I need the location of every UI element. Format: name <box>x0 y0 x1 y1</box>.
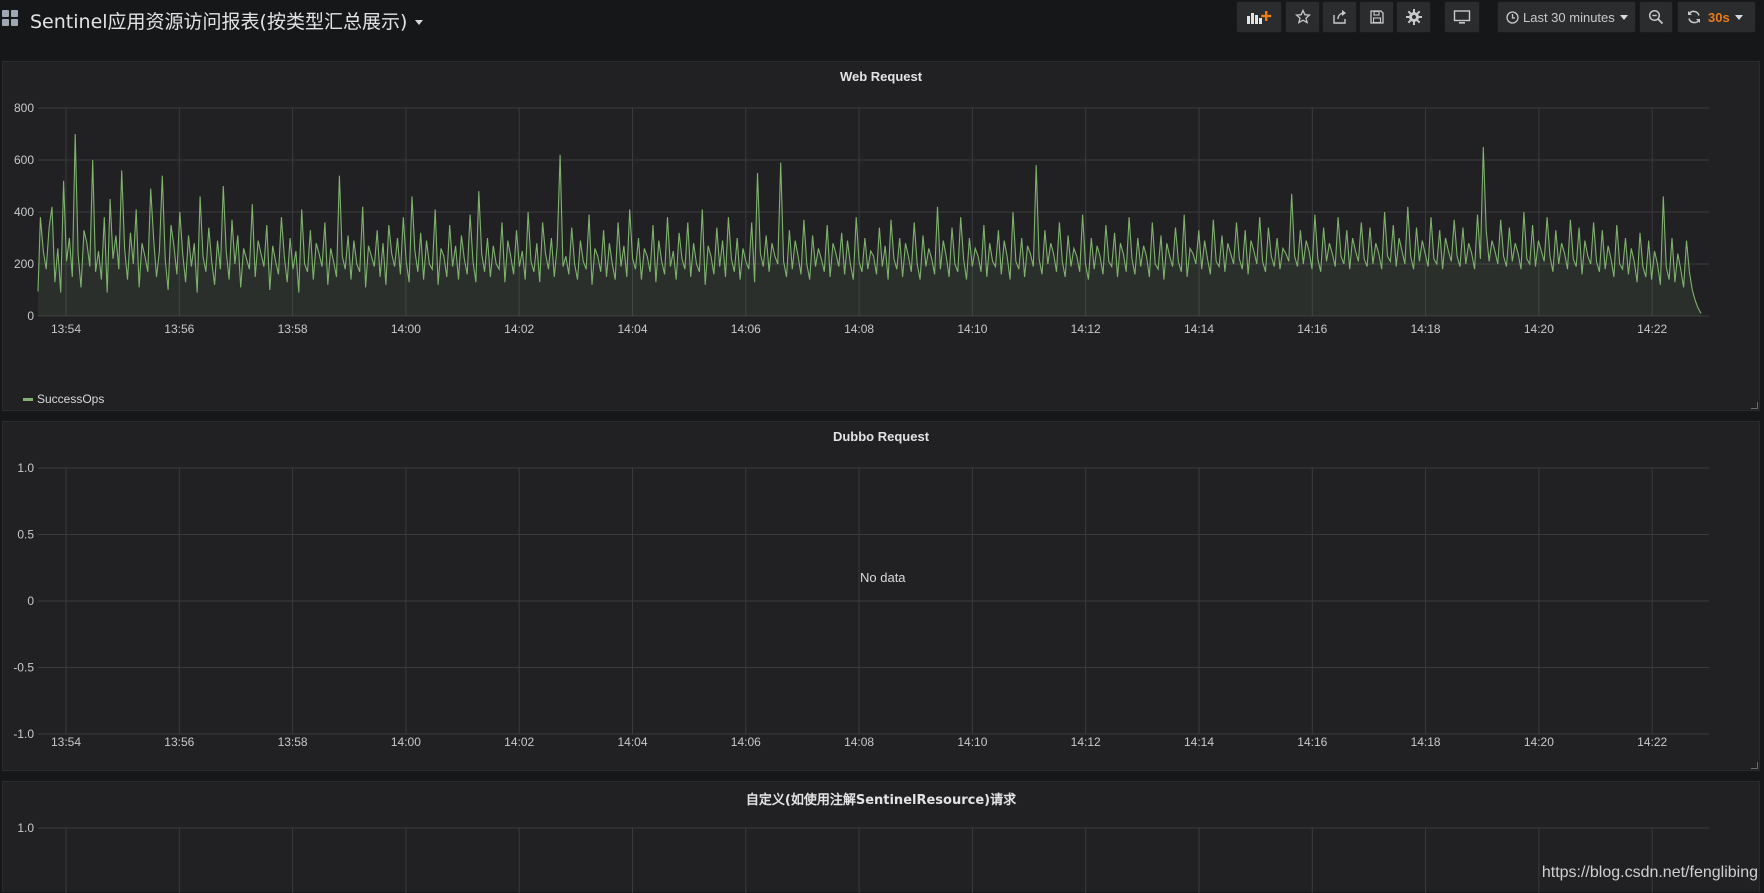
no-data-message: No data <box>860 570 906 585</box>
x-tick-label: 13:54 <box>51 322 81 336</box>
chevron-down-icon <box>1619 14 1628 20</box>
time-range-picker[interactable]: Last 30 minutes <box>1497 1 1636 33</box>
add-panel-button[interactable] <box>1236 1 1282 33</box>
star-icon <box>1294 9 1311 24</box>
watermark-text: https://blog.csdn.net/fenglibing <box>1541 864 1758 881</box>
y-tick-label: 400 <box>14 205 34 219</box>
zoom-out-icon <box>1648 9 1664 25</box>
x-tick-label: 14:12 <box>1071 322 1101 336</box>
panel-resize-handle[interactable] <box>1751 402 1758 409</box>
y-tick-label: 0.5 <box>17 528 34 542</box>
share-button[interactable] <box>1322 1 1357 33</box>
custom-request-panel: 自定义(如使用注解SentinelResource)请求 1.0 <box>2 781 1760 893</box>
x-tick-label: 14:02 <box>504 322 534 336</box>
x-tick-label: 14:02 <box>504 735 534 749</box>
y-tick-label: 800 <box>14 101 34 115</box>
refresh-icon <box>1688 10 1700 24</box>
x-tick-label: 14:16 <box>1297 735 1327 749</box>
x-tick-label: 14:14 <box>1184 322 1214 336</box>
x-tick-label: 13:58 <box>278 322 308 336</box>
save-button[interactable] <box>1359 1 1394 33</box>
panel-title[interactable]: Dubbo Request <box>832 429 930 444</box>
y-tick-label: -1.0 <box>13 727 34 741</box>
x-tick-label: 14:04 <box>617 322 647 336</box>
top-navbar: Sentinel应用资源访问报表(按类型汇总展示) <box>0 0 1764 40</box>
x-tick-label: 14:22 <box>1637 735 1667 749</box>
chevron-down-icon <box>415 20 424 25</box>
y-tick-label: 1.0 <box>17 821 34 835</box>
star-button[interactable] <box>1285 1 1320 33</box>
x-tick-label: 14:06 <box>731 735 761 749</box>
refresh-button[interactable]: 30s <box>1677 1 1756 33</box>
y-tick-label: 0 <box>27 309 34 323</box>
refresh-interval-label: 30s <box>1708 9 1730 25</box>
x-tick-label: 14:16 <box>1297 322 1327 336</box>
clock-icon <box>1506 10 1519 24</box>
web-request-panel: Web Request 0 200 400 600 800 13:54 13:56 13:58… <box>2 61 1760 411</box>
y-tick-label: 600 <box>14 153 34 167</box>
x-tick-label: 14:00 <box>391 322 421 336</box>
dashboard-grid-icon[interactable] <box>2 10 20 28</box>
x-tick-label: 14:00 <box>391 735 421 749</box>
chevron-down-icon <box>1734 14 1743 20</box>
x-tick-label: 13:54 <box>51 735 81 749</box>
y-tick-label: 200 <box>14 257 34 271</box>
dashboard-title: Sentinel应用资源访问报表(按类型汇总展示) <box>30 11 408 33</box>
y-tick-label: 1.0 <box>17 461 34 475</box>
panel-title[interactable]: 自定义(如使用注解SentinelResource)请求 <box>745 793 1017 808</box>
legend-item-successops[interactable]: SuccessOps <box>37 392 105 406</box>
zoom-out-button[interactable] <box>1639 1 1673 33</box>
dashboard-title-picker[interactable]: Sentinel应用资源访问报表(按类型汇总展示) <box>30 7 424 34</box>
monitor-icon <box>1453 10 1471 24</box>
legend-swatch-successops <box>23 397 33 401</box>
x-tick-label: 14:22 <box>1637 322 1667 336</box>
share-icon <box>1332 10 1346 24</box>
x-tick-label: 14:10 <box>957 735 987 749</box>
graph-legend: SuccessOps <box>23 392 104 406</box>
time-range-label: Last 30 minutes <box>1523 9 1615 25</box>
y-tick-label: -0.5 <box>13 661 34 675</box>
x-tick-label: 14:08 <box>844 735 874 749</box>
dubbo-request-panel: Dubbo Request 1.0 0.5 0 -0.5 -1.0 13:54 13:56 1… <box>2 421 1760 771</box>
x-tick-label: 14:04 <box>617 735 647 749</box>
dubbo-request-graph[interactable]: 1.0 0.5 0 -0.5 -1.0 13:54 13:56 13:58 14:00 14:02… <box>3 422 1759 770</box>
series-area-successops <box>38 134 1701 316</box>
x-tick-label: 13:58 <box>278 735 308 749</box>
panel-title[interactable]: Web Request <box>839 69 923 84</box>
save-icon <box>1369 10 1384 24</box>
y-tick-label: 0 <box>27 594 34 608</box>
x-tick-label: 14:14 <box>1184 735 1214 749</box>
tv-mode-button[interactable] <box>1444 1 1480 33</box>
x-tick-label: 14:20 <box>1524 322 1554 336</box>
x-tick-label: 14:06 <box>731 322 761 336</box>
x-tick-label: 13:56 <box>164 735 194 749</box>
x-tick-label: 14:08 <box>844 322 874 336</box>
custom-request-graph[interactable]: 1.0 <box>3 782 1759 893</box>
x-tick-label: 14:20 <box>1524 735 1554 749</box>
x-tick-label: 14:18 <box>1411 322 1441 336</box>
settings-button[interactable] <box>1396 1 1431 33</box>
panel-resize-handle[interactable] <box>1751 762 1758 769</box>
gear-icon <box>1405 9 1422 25</box>
x-tick-label: 14:12 <box>1071 735 1101 749</box>
add-panel-icon <box>1247 11 1272 24</box>
x-tick-label: 13:56 <box>164 322 194 336</box>
web-request-graph[interactable]: 0 200 400 600 800 13:54 13:56 13:58 14:00 14:02 14… <box>3 62 1759 410</box>
series-line-successops <box>37 133 1702 314</box>
x-tick-label: 14:10 <box>957 322 987 336</box>
x-tick-label: 14:18 <box>1411 735 1441 749</box>
